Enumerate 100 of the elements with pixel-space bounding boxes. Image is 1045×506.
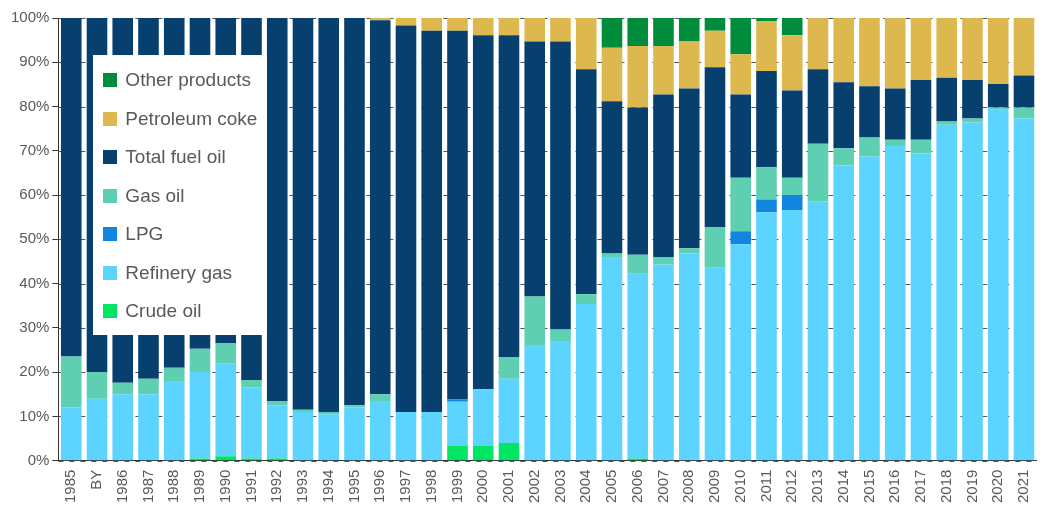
legend-label: Total fuel oil xyxy=(125,146,226,169)
bar xyxy=(807,143,829,202)
bar xyxy=(781,90,803,178)
bar xyxy=(524,18,546,42)
x-tick-label: 2002 xyxy=(524,469,542,504)
bar xyxy=(704,226,726,268)
bar xyxy=(781,210,803,461)
bar xyxy=(421,411,443,461)
bar xyxy=(112,394,134,461)
bar xyxy=(575,18,597,70)
bar xyxy=(447,30,468,400)
bar xyxy=(910,139,932,154)
x-tick-label: 2001 xyxy=(499,469,517,504)
bar xyxy=(678,248,700,254)
y-tick-label: 80% xyxy=(19,96,50,114)
bar xyxy=(447,445,468,461)
bar xyxy=(524,41,546,297)
y-tick-label: 30% xyxy=(19,317,50,335)
x-tick-label: 2014 xyxy=(833,469,851,504)
bar xyxy=(395,411,417,461)
bar xyxy=(472,389,494,446)
bar xyxy=(653,257,674,265)
bar xyxy=(987,18,1009,84)
bar xyxy=(550,329,571,342)
bar xyxy=(987,107,1009,110)
bar xyxy=(601,18,623,48)
x-tick-label: 2009 xyxy=(705,469,723,504)
bar xyxy=(730,231,752,245)
bar xyxy=(550,18,571,42)
bar xyxy=(215,342,237,364)
bar xyxy=(833,148,855,166)
bar xyxy=(1013,107,1035,119)
x-tick-label: 1994 xyxy=(318,469,336,504)
bar xyxy=(86,372,108,399)
x-tick-label: 2006 xyxy=(627,469,645,504)
x-tick-label: 2021 xyxy=(1014,469,1032,504)
x-tick-label: 2015 xyxy=(859,469,877,504)
bar xyxy=(627,107,649,255)
bar xyxy=(421,18,443,31)
bar xyxy=(112,382,134,395)
x-tick-label: 2016 xyxy=(885,469,903,504)
bar xyxy=(756,71,777,168)
bar xyxy=(756,212,777,461)
bar xyxy=(704,67,726,227)
bar xyxy=(678,41,700,89)
bar xyxy=(704,267,726,461)
bar xyxy=(1013,75,1035,108)
bar xyxy=(678,88,700,249)
bar xyxy=(421,30,443,412)
bar xyxy=(678,253,700,461)
bar xyxy=(704,30,726,68)
bar xyxy=(936,18,958,78)
bar xyxy=(653,18,674,46)
x-tick-label: 1996 xyxy=(370,469,388,504)
bar xyxy=(498,18,520,36)
bar xyxy=(859,156,880,461)
legend-label: Refinery gas xyxy=(125,261,233,284)
bar xyxy=(447,18,468,31)
bar xyxy=(344,405,365,408)
bar xyxy=(987,83,1009,108)
legend-label: Petroleum coke xyxy=(125,107,258,130)
bar xyxy=(138,394,159,461)
bar xyxy=(266,400,288,406)
bar xyxy=(60,407,82,461)
x-tick-label: BY xyxy=(87,469,105,490)
bar xyxy=(653,45,674,95)
x-tick-label: 2008 xyxy=(679,469,697,504)
x-tick-label: 1998 xyxy=(421,469,439,504)
bar xyxy=(369,20,391,395)
bar xyxy=(962,79,983,119)
x-tick-label: 1990 xyxy=(215,469,233,504)
bar xyxy=(730,244,752,461)
x-tick-label: 2005 xyxy=(602,469,620,504)
bar xyxy=(1013,18,1035,76)
bar xyxy=(807,18,829,70)
bar xyxy=(627,273,649,459)
y-tick-label: 60% xyxy=(19,185,50,203)
bar xyxy=(524,296,546,346)
y-tick-label: 40% xyxy=(19,273,50,291)
y-tick-label: 10% xyxy=(19,406,50,424)
bar xyxy=(601,101,623,254)
bar xyxy=(472,18,494,36)
x-tick-label: 1988 xyxy=(164,469,182,504)
bar xyxy=(807,201,829,461)
bar xyxy=(266,405,288,459)
bar xyxy=(756,167,777,200)
bar xyxy=(447,401,468,446)
x-tick-label: 2011 xyxy=(756,469,774,502)
bar xyxy=(163,367,185,381)
bar xyxy=(936,124,958,461)
y-tick-label: 90% xyxy=(19,52,50,70)
x-tick-label: 1991 xyxy=(241,469,259,504)
bar xyxy=(884,18,906,89)
bar xyxy=(962,122,983,461)
bar xyxy=(215,363,237,457)
bar xyxy=(936,77,958,122)
bar xyxy=(910,79,932,140)
bar xyxy=(756,21,777,72)
bar xyxy=(601,253,623,258)
bar xyxy=(601,257,623,461)
